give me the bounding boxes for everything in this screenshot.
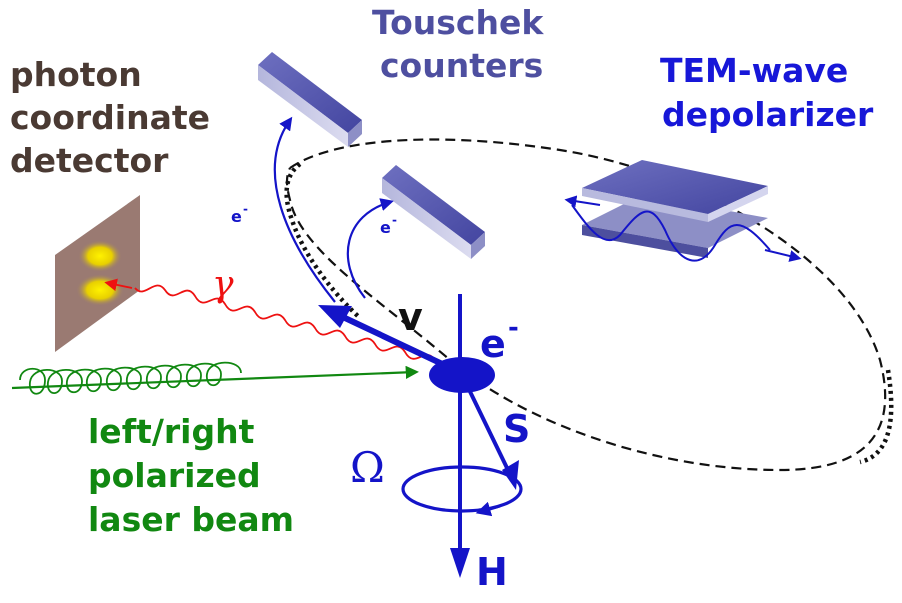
depolarizer-wave — [571, 204, 771, 262]
depolarizer-label-line1: TEM-wave — [660, 51, 848, 90]
touschek-label-line1: Touschek — [372, 3, 544, 42]
velocity-arrow-shaft — [343, 315, 457, 373]
photon-detector-label-line3: detector — [10, 141, 169, 180]
photon-arrow — [104, 278, 133, 291]
field-label: H — [476, 550, 508, 594]
scattered-electron-upper — [273, 116, 336, 303]
laser-beam-axis — [11, 365, 419, 390]
laser-label-line3: laser beam — [88, 500, 294, 539]
depolarizer-arrow-right — [764, 249, 802, 262]
scattered-electron-label-lower: e — [380, 218, 391, 237]
electron-label: e — [480, 322, 506, 366]
scattered-electron-lower — [346, 198, 394, 299]
photon-detector-label-line2: coordinate — [10, 98, 210, 137]
laser-label-line2: polarized — [88, 456, 261, 495]
storage-ring-orbit — [284, 138, 894, 472]
velocity-arrowhead — [318, 305, 352, 328]
depolarizer-arrow-left — [564, 195, 601, 208]
gamma-label: γ — [212, 264, 234, 305]
scattered-electron-label-lower-sup: - — [392, 213, 397, 227]
electron-label-sup: - — [508, 313, 519, 343]
laser-helix — [19, 361, 242, 395]
photon-wave — [134, 284, 436, 361]
precession-arrow — [475, 501, 501, 517]
touschek-counter-upper — [258, 52, 362, 147]
omega-label: Ω — [350, 443, 385, 492]
detector-spot-lower — [76, 274, 124, 306]
touschek-label-line2: counters — [380, 46, 543, 85]
field-arrowhead — [450, 548, 470, 578]
laser-beam — [11, 361, 419, 395]
scattered-electron-label-upper: e — [231, 207, 242, 226]
depolarizer-plates — [582, 160, 768, 258]
photon-detector-plate — [55, 195, 140, 352]
depolarizer-label-line2: depolarizer — [662, 95, 874, 134]
precession-orbit — [401, 465, 523, 513]
laser-label-line1: left/right — [88, 412, 255, 451]
touschek-counter-lower — [382, 165, 485, 259]
photon-detector-label-line1: photon — [10, 55, 142, 94]
electron-bunch — [429, 357, 495, 393]
detector-spot-upper — [78, 240, 122, 272]
spin-arrowhead — [502, 460, 519, 490]
scattered-electron-label-upper-sup: - — [243, 202, 248, 216]
spin-label: S — [503, 407, 530, 451]
velocity-label: v — [398, 295, 423, 339]
